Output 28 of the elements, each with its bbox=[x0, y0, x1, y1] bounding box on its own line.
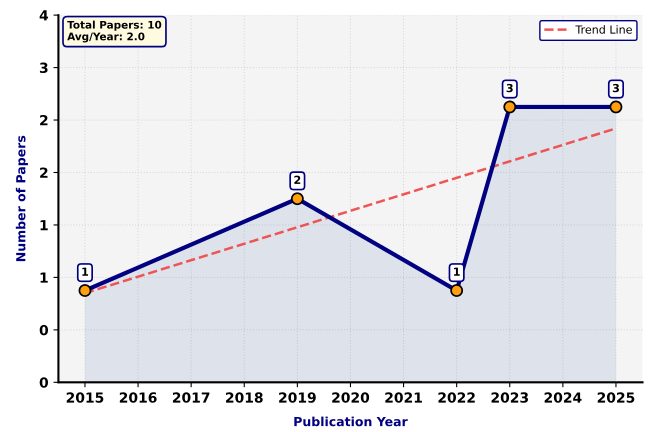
y-tick-label: 3 bbox=[40, 62, 48, 74]
y-tick-label: 1 bbox=[40, 220, 48, 230]
y-tick-label: 2 bbox=[40, 115, 48, 126]
x-tick-label: 2018 bbox=[226, 392, 263, 403]
data-label: 1 bbox=[82, 268, 88, 276]
x-tick-label: 2020 bbox=[332, 392, 370, 403]
y-tick-label: 4 bbox=[40, 10, 48, 20]
x-axis-title: Publication Year bbox=[294, 416, 408, 426]
y-axis-title: Number of Papers bbox=[16, 136, 28, 262]
x-tick-label: 2023 bbox=[492, 392, 528, 403]
x-tick-label: 2021 bbox=[385, 392, 422, 403]
x-tick-label: 2017 bbox=[172, 392, 210, 403]
data-label: 3 bbox=[612, 84, 619, 92]
x-tick-label: 2024 bbox=[544, 392, 582, 403]
x-tick-label: 2015 bbox=[66, 392, 104, 403]
y-tick-label: 0 bbox=[40, 377, 48, 388]
y-tick-label: 2 bbox=[40, 167, 48, 178]
data-label: 1 bbox=[454, 268, 460, 276]
x-tick-label: 2022 bbox=[438, 392, 475, 403]
x-tick-label: 2025 bbox=[598, 392, 634, 403]
x-tick-label: 2016 bbox=[120, 392, 157, 403]
y-tick-label: 1 bbox=[40, 272, 48, 283]
x-tick-label: 2019 bbox=[279, 392, 316, 403]
y-tick-label: 0 bbox=[40, 324, 48, 336]
data-label: 3 bbox=[506, 84, 513, 92]
data-label: 2 bbox=[294, 176, 300, 184]
annotation: Total Papers: 10 Avg/Year: 2.0 bbox=[67, 20, 162, 42]
legend-label: Trend Line bbox=[575, 25, 632, 34]
